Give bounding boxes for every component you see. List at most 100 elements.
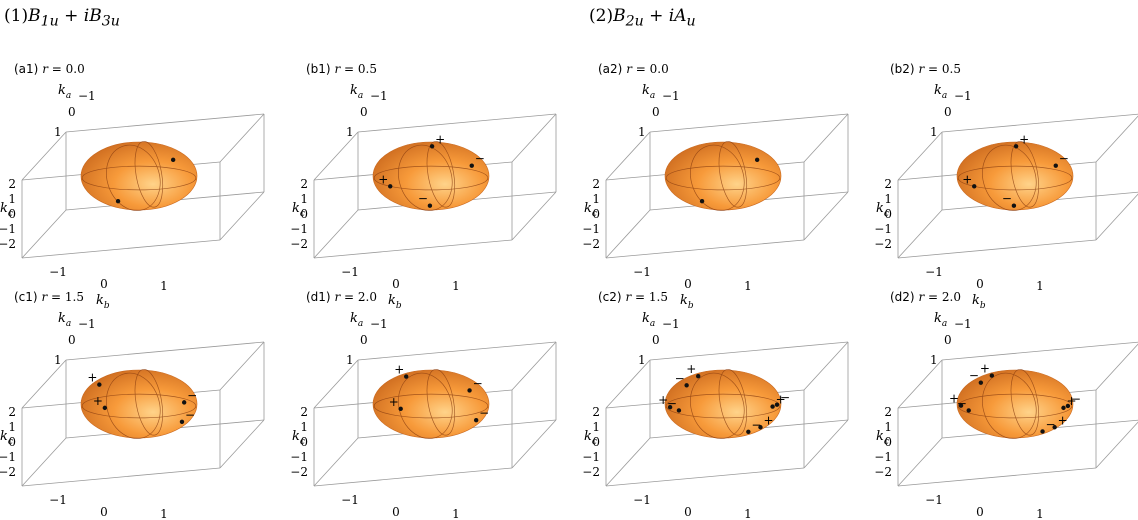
kc-tick: −1 bbox=[290, 450, 308, 464]
kc-tick: −2 bbox=[874, 237, 892, 251]
sphere-surface bbox=[80, 369, 198, 439]
ka-axis-label: ka bbox=[642, 83, 655, 101]
panel-label: (b1) r = 0.5 bbox=[306, 62, 377, 76]
kb-tick: 1 bbox=[1036, 507, 1044, 520]
singular-point bbox=[181, 400, 187, 405]
singular-point bbox=[97, 382, 102, 387]
panel-label: (a1) r = 0.0 bbox=[14, 62, 85, 76]
singular-point bbox=[754, 157, 760, 163]
singular-point bbox=[972, 184, 977, 189]
winding-sign: − bbox=[1071, 392, 1081, 406]
kb-tick: 1 bbox=[452, 507, 460, 520]
kc-tick: −1 bbox=[290, 222, 308, 236]
kc-tick: 2 bbox=[884, 177, 892, 191]
panel-tag: (a1) bbox=[14, 62, 39, 76]
winding-sign: + bbox=[980, 362, 990, 376]
kc-axis-label: kc bbox=[584, 429, 597, 447]
kc-tick: 0 bbox=[884, 207, 892, 221]
equals-sign: = bbox=[51, 290, 62, 304]
plot-panel: (b1) r = 0.5 + − + − −1 0 1 ka 2 1 0 −1 −2 kc −1 0 1 kb bbox=[290, 62, 586, 311]
kc-tick: 1 bbox=[8, 420, 16, 434]
winding-sign: − bbox=[675, 371, 685, 385]
kb-tick: 1 bbox=[744, 279, 752, 293]
r-value: 2.0 bbox=[941, 290, 962, 304]
singular-point bbox=[774, 402, 780, 407]
winding-sign: − bbox=[957, 396, 967, 410]
singular-points: −++− +−− + bbox=[949, 362, 1081, 434]
kc-tick: 2 bbox=[592, 177, 600, 191]
winding-sign: + bbox=[378, 172, 388, 186]
kc-tick: 2 bbox=[300, 177, 308, 191]
r-value: 0.5 bbox=[357, 62, 378, 76]
ka-tick: 1 bbox=[638, 353, 646, 367]
kb-tick: −1 bbox=[925, 493, 943, 507]
r-variable: r bbox=[918, 62, 925, 76]
kc-tick: 0 bbox=[8, 207, 16, 221]
winding-sign: − bbox=[751, 418, 761, 432]
panel-label: (c2) r = 1.5 bbox=[598, 290, 668, 304]
winding-sign: + bbox=[1019, 132, 1029, 146]
ka-tick: −1 bbox=[954, 317, 972, 331]
ka-axis-label: ka bbox=[350, 83, 363, 101]
singular-point bbox=[699, 198, 705, 204]
winding-sign: + bbox=[658, 393, 668, 407]
kb-tick: −1 bbox=[341, 493, 359, 507]
singular-point bbox=[1052, 425, 1057, 430]
kb-tick: 1 bbox=[160, 507, 168, 520]
kb-tick: 0 bbox=[976, 277, 984, 291]
kc-tick: −2 bbox=[874, 465, 892, 479]
ka-tick: 0 bbox=[652, 333, 660, 347]
kc-tick: −2 bbox=[582, 237, 600, 251]
kb-tick: −1 bbox=[49, 265, 67, 279]
kb-tick: −1 bbox=[633, 493, 651, 507]
plot-panel: (d2) r = 2.0−++−+−−+−101ka210−1−2kc−101k… bbox=[874, 290, 1138, 520]
sphere-mesh bbox=[373, 369, 489, 439]
kc-tick: 0 bbox=[884, 435, 892, 449]
r-variable: r bbox=[625, 290, 632, 304]
equals-sign: = bbox=[635, 290, 646, 304]
singular-point bbox=[758, 425, 763, 430]
kb-axis-label: kb bbox=[680, 293, 694, 311]
singular-point bbox=[978, 380, 984, 385]
singular-point bbox=[958, 403, 964, 408]
plot-panel: (a2) r = 0.0 −1 0 1 ka 2 1 0 −1 −2 kc −1 0 1 kb bbox=[582, 62, 878, 311]
kc-tick: 1 bbox=[300, 192, 308, 206]
r-value: 0.0 bbox=[65, 62, 85, 76]
kc-tick: 2 bbox=[8, 405, 16, 419]
equals-sign: = bbox=[635, 62, 646, 76]
winding-sign: + bbox=[435, 132, 445, 146]
kc-tick: 1 bbox=[592, 420, 600, 434]
panel-label: (d2) r = 2.0 bbox=[890, 290, 961, 304]
kb-tick: −1 bbox=[49, 493, 67, 507]
kc-tick: 1 bbox=[592, 192, 600, 206]
kb-tick: 0 bbox=[684, 277, 692, 291]
kc-tick: 1 bbox=[300, 420, 308, 434]
singular-point bbox=[1040, 429, 1045, 434]
winding-sign: + bbox=[776, 393, 786, 407]
equals-sign: = bbox=[344, 62, 355, 76]
winding-sign: − bbox=[1046, 417, 1056, 431]
sphere-surface bbox=[956, 141, 1074, 211]
ka-tick: −1 bbox=[78, 89, 96, 103]
panel-tag: (a2) bbox=[598, 62, 623, 76]
winding-sign: + bbox=[1058, 413, 1068, 427]
kb-tick: 1 bbox=[452, 279, 460, 293]
kb-tick: −1 bbox=[341, 265, 359, 279]
singular-point bbox=[170, 157, 176, 163]
kc-tick: 1 bbox=[884, 420, 892, 434]
r-variable: r bbox=[42, 62, 48, 76]
kc-tick: −1 bbox=[0, 222, 16, 236]
singular-point bbox=[1061, 405, 1066, 411]
kc-axis-label: kc bbox=[876, 429, 889, 447]
sphere-surface bbox=[372, 369, 490, 439]
sphere-mesh bbox=[957, 369, 1073, 439]
singular-point bbox=[989, 373, 995, 378]
ka-tick: 1 bbox=[930, 353, 938, 367]
singular-points: + + − − bbox=[87, 371, 197, 424]
singular-points: + + − − bbox=[389, 363, 489, 423]
kc-axis-label: kc bbox=[0, 201, 13, 219]
singular-point bbox=[966, 408, 971, 413]
